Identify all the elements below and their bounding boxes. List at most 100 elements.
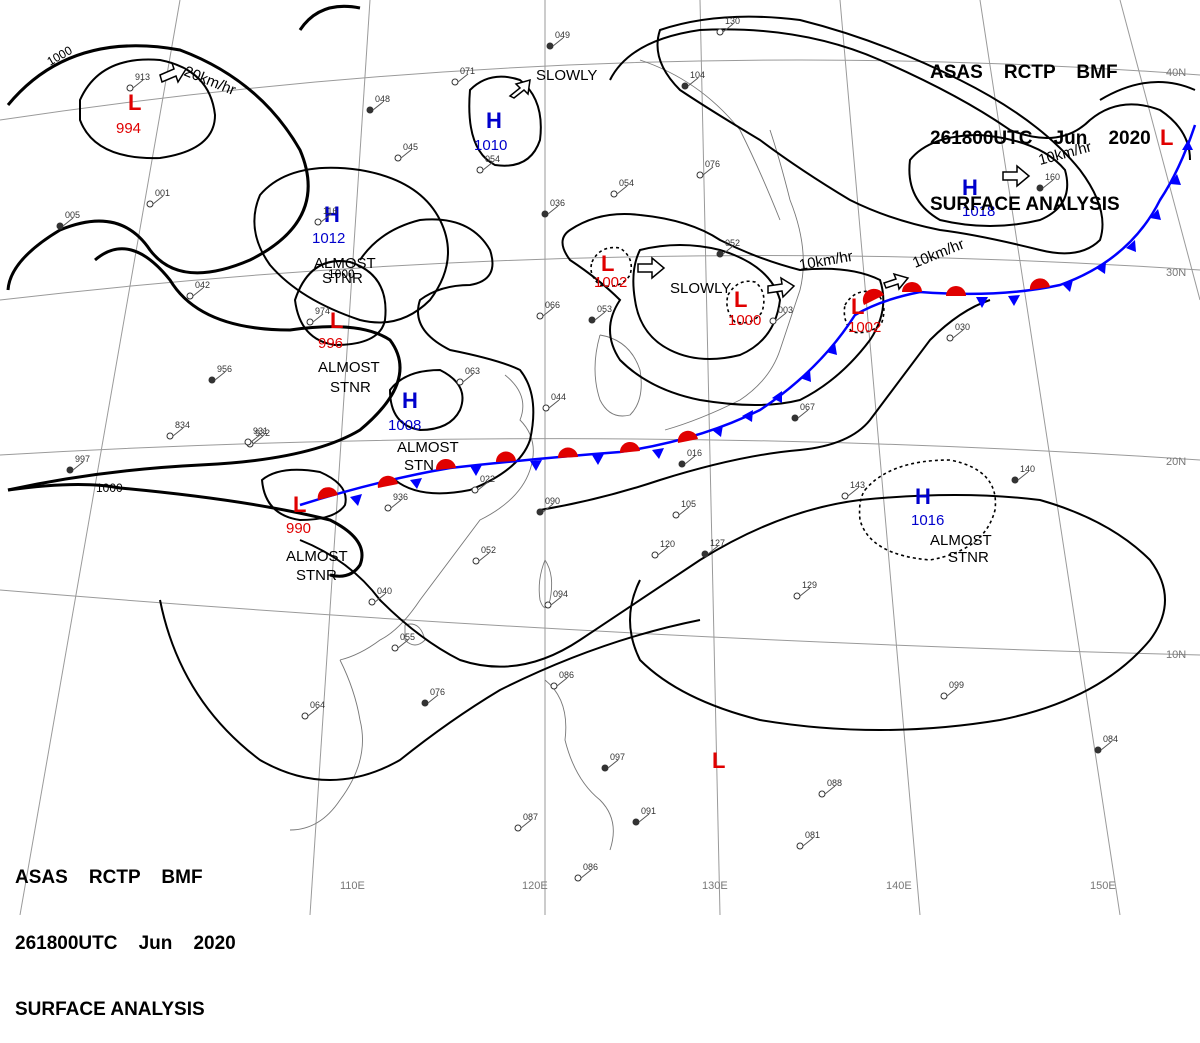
wind-barb-icon xyxy=(400,149,412,159)
isobar-1018 xyxy=(908,133,1069,227)
station-circle-icon xyxy=(841,492,849,500)
isobar-1012 xyxy=(253,166,449,324)
station-plot: 130 xyxy=(716,16,740,36)
wind-barb-icon xyxy=(607,759,619,769)
station-pressure-code: 974 xyxy=(315,306,330,316)
wind-barb-icon xyxy=(616,185,628,195)
lat-label-20n: 20N xyxy=(1166,456,1186,468)
station-plot: 055 xyxy=(391,632,415,652)
station-plot: 099 xyxy=(940,680,964,700)
system-pressure: 990 xyxy=(286,520,311,537)
isobar-1008-east xyxy=(1099,81,1196,101)
wind-barb-icon xyxy=(397,639,409,649)
station-plot: 040 xyxy=(368,586,392,606)
station-pressure-code: 086 xyxy=(559,670,574,680)
wind-barb-icon xyxy=(320,213,332,223)
remark-labels: ALMOST STNR ALMOST STNR ALMOST STN ALMOS… xyxy=(286,255,992,584)
station-pressure-code: 104 xyxy=(690,70,705,80)
station-circle-icon xyxy=(793,592,801,600)
station-pressure-code: 160 xyxy=(1045,172,1060,182)
station-circle-icon xyxy=(366,106,374,114)
station-pressure-code: 044 xyxy=(551,392,566,402)
header-top-right: ASAS RCTP BMF 261800UTC Jun 2020 SURFACE… xyxy=(930,18,1151,238)
system-pressure: 1002 xyxy=(594,274,627,291)
station-pressure-code: 001 xyxy=(155,188,170,198)
wind-barb-icon xyxy=(550,596,562,606)
wind-barb-icon xyxy=(457,73,469,83)
isobar-1000-lower xyxy=(7,247,402,492)
station-pressure-code: 956 xyxy=(217,364,232,374)
station-plot: 063 xyxy=(456,366,480,386)
station-pressure-code: 005 xyxy=(65,210,80,220)
station-plot: 931 xyxy=(244,426,268,446)
station-plot: 091 xyxy=(632,806,656,826)
dashed-1016 xyxy=(858,459,997,561)
wind-barb-icon xyxy=(722,23,734,33)
system-pressure: 996 xyxy=(318,335,343,352)
station-pressure-code: 129 xyxy=(802,580,817,590)
wind-barb-icon xyxy=(638,813,650,823)
motion-arrow-icon xyxy=(1002,164,1031,188)
remark-label: ALMOST xyxy=(286,548,348,565)
station-pressure-code: 105 xyxy=(681,499,696,509)
warm-bump xyxy=(1029,278,1050,290)
station-plot: 094 xyxy=(544,589,568,609)
lat-axis-labels: 10N 20N 30N 40N xyxy=(1166,67,1186,661)
lat-label-40n: 40N xyxy=(1166,67,1186,79)
parallel-30n xyxy=(0,254,1200,301)
warm-bump xyxy=(677,430,698,443)
station-circle-icon xyxy=(186,292,194,300)
station-plot: 044 xyxy=(542,392,566,412)
station-plot: 088 xyxy=(818,778,842,798)
wind-barb-icon xyxy=(548,399,560,409)
isobar-994 xyxy=(79,58,217,160)
station-plot: 143 xyxy=(841,480,865,500)
cold-tooth xyxy=(712,425,723,437)
station-pressure-code: 036 xyxy=(550,198,565,208)
station-pressure-code: 052 xyxy=(481,545,496,555)
station-pressure-code: 063 xyxy=(465,366,480,376)
station-circle-icon xyxy=(471,486,479,494)
motion-label: SLOWLY xyxy=(670,280,731,297)
station-circle-icon xyxy=(791,414,799,422)
wind-barb-icon xyxy=(847,487,859,497)
isobar-south-big xyxy=(299,494,1166,731)
wind-barb-icon xyxy=(678,506,690,516)
station-plot: 140 xyxy=(1011,464,1035,484)
station-circle-icon xyxy=(632,818,640,826)
isobar-1010 xyxy=(468,75,542,167)
wind-barb-icon xyxy=(542,307,554,317)
wind-barb-icon xyxy=(374,593,386,603)
isobar-north-band xyxy=(656,15,1104,255)
station-plot: 127 xyxy=(701,538,725,558)
station-pressure-code: 071 xyxy=(460,66,475,76)
station-plot: 054 xyxy=(476,154,500,174)
remark-label: STNR xyxy=(322,270,363,287)
system-letter: L xyxy=(293,492,306,517)
cold-tooth xyxy=(1096,262,1106,274)
wind-barb-icon xyxy=(552,37,564,47)
station-pressure-code: 053 xyxy=(597,304,612,314)
isobar-996 xyxy=(293,260,387,347)
lat-label-10n: 10N xyxy=(1166,649,1186,661)
station-plot: 003 xyxy=(769,305,793,325)
remark-label: STNR xyxy=(948,549,989,566)
wind-barb-icon xyxy=(192,287,204,297)
warm-bump xyxy=(317,487,338,500)
station-circle-icon xyxy=(166,432,174,440)
wind-barb-icon xyxy=(775,312,787,322)
system-pressure: 1012 xyxy=(312,230,345,247)
header-line-1: ASAS RCTP BMF xyxy=(930,62,1118,83)
wind-barb-icon xyxy=(1042,179,1054,189)
station-circle-icon xyxy=(301,712,309,720)
dashed-1000 xyxy=(726,280,765,324)
station-circle-icon xyxy=(451,78,459,86)
warm-front-segments xyxy=(317,278,1050,500)
station-circle-icon xyxy=(681,82,689,90)
station-circle-icon xyxy=(651,551,659,559)
station-circle-icon xyxy=(542,404,550,412)
station-plot: 001 xyxy=(146,188,170,208)
isobar-label-sw-1000: 1000 xyxy=(96,481,123,495)
cold-front-segments xyxy=(350,140,1193,506)
cold-tooth xyxy=(1062,280,1073,292)
